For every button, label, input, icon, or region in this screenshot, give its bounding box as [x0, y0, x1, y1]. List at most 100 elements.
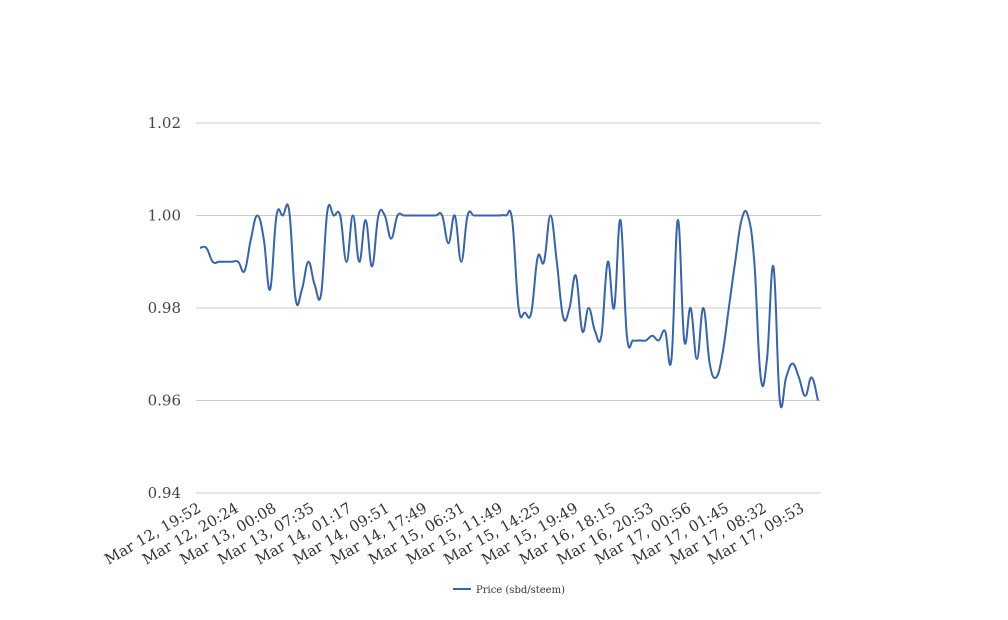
legend-label-price: Price (sbd/steem) — [476, 585, 565, 596]
data-point — [709, 363, 711, 365]
data-point — [779, 400, 781, 402]
series-layer — [199, 203, 819, 409]
data-point — [199, 247, 201, 249]
y-tick-label: 1.00 — [148, 207, 181, 225]
data-point — [671, 358, 673, 360]
data-point — [307, 261, 309, 263]
data-point — [747, 215, 749, 217]
legend[interactable]: Price (sbd/steem) — [453, 585, 565, 596]
data-point — [575, 275, 577, 277]
data-point — [333, 215, 335, 217]
data-point — [498, 215, 500, 217]
data-point — [620, 219, 622, 221]
data-point — [288, 210, 290, 212]
data-point — [377, 215, 379, 217]
data-point — [607, 261, 609, 263]
data-point — [473, 215, 475, 217]
data-point — [511, 219, 513, 221]
data-point — [530, 312, 532, 314]
data-point — [358, 261, 360, 263]
data-point — [492, 215, 494, 217]
data-point — [658, 339, 660, 341]
y-tick-label: 0.94 — [148, 484, 181, 502]
data-point — [422, 215, 424, 217]
data-point — [365, 219, 367, 221]
data-point — [766, 358, 768, 360]
series-line-price — [199, 203, 819, 409]
data-point — [320, 293, 322, 295]
data-point — [371, 265, 373, 267]
data-point — [741, 219, 743, 221]
data-point — [486, 215, 488, 217]
grid-layer — [196, 122, 821, 494]
data-point — [721, 353, 723, 355]
data-point — [804, 395, 806, 397]
data-point — [772, 265, 774, 267]
data-point — [448, 242, 450, 244]
data-point — [543, 261, 545, 263]
data-point — [409, 215, 411, 217]
data-point — [505, 215, 507, 217]
data-point — [728, 307, 730, 309]
data-point — [683, 339, 685, 341]
data-point — [441, 215, 443, 217]
data-point — [734, 261, 736, 263]
data-point — [702, 307, 704, 309]
data-point — [562, 316, 564, 318]
data-point — [677, 219, 679, 221]
data-point — [792, 363, 794, 365]
data-point — [263, 238, 265, 240]
data-point — [594, 330, 596, 332]
data-point — [301, 289, 303, 291]
data-point — [397, 215, 399, 217]
data-point — [639, 339, 641, 341]
data-point — [390, 238, 392, 240]
data-point — [276, 215, 278, 217]
data-point — [282, 215, 284, 217]
data-point — [760, 376, 762, 378]
data-point — [250, 238, 252, 240]
data-point — [696, 358, 698, 360]
data-point — [269, 289, 271, 291]
data-point — [218, 261, 220, 263]
data-point — [651, 335, 653, 337]
data-point — [569, 307, 571, 309]
data-point — [403, 215, 405, 217]
data-point — [549, 215, 551, 217]
data-point — [645, 339, 647, 341]
data-point — [346, 261, 348, 263]
data-point — [715, 376, 717, 378]
data-point — [690, 307, 692, 309]
data-point — [600, 335, 602, 337]
data-point — [556, 261, 558, 263]
data-point — [435, 215, 437, 217]
data-point — [314, 284, 316, 286]
y-axis-tick-labels: 0.94 0.96 0.98 1.00 1.02 — [148, 114, 181, 502]
data-point — [798, 376, 800, 378]
data-point — [811, 376, 813, 378]
data-point — [460, 261, 462, 263]
data-point — [581, 330, 583, 332]
data-point — [753, 261, 755, 263]
data-point — [237, 261, 239, 263]
data-point — [384, 215, 386, 217]
y-tick-label: 0.96 — [148, 392, 181, 410]
data-point — [518, 307, 520, 309]
data-point — [632, 339, 634, 341]
data-point — [479, 215, 481, 217]
data-point — [613, 307, 615, 309]
data-point — [524, 312, 526, 314]
data-point — [467, 215, 469, 217]
data-point — [664, 330, 666, 332]
data-point — [588, 307, 590, 309]
data-point — [454, 215, 456, 217]
y-tick-label: 1.02 — [148, 114, 181, 132]
data-point — [428, 215, 430, 217]
data-point — [295, 298, 297, 300]
data-point — [205, 247, 207, 249]
data-point — [626, 335, 628, 337]
data-point — [537, 256, 539, 258]
